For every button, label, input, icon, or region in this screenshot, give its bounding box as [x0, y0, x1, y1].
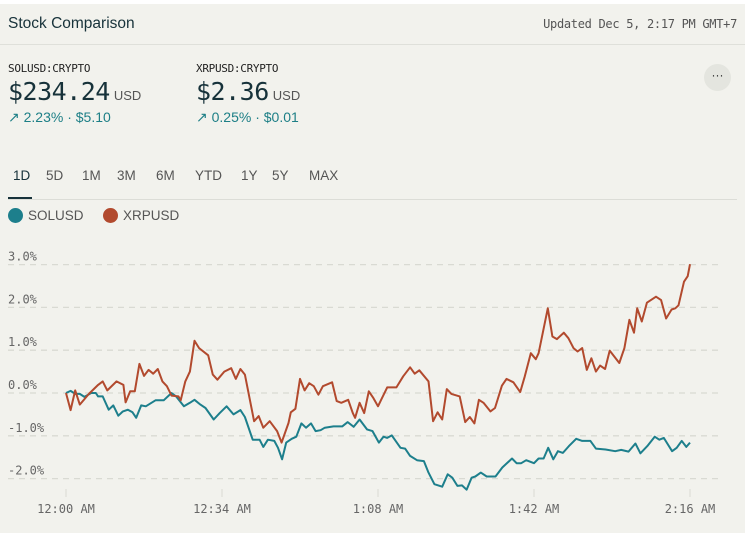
x-tick-label: 12:34 AM	[193, 502, 251, 516]
series-line-xrpusd	[65, 264, 691, 444]
x-tick-label: 1:08 AM	[353, 502, 404, 516]
updated-timestamp: Updated Dec 5, 2:17 PM GMT+7	[543, 17, 737, 31]
legend-dot-icon	[8, 208, 23, 223]
quote-solusd: SOLUSD:CRYPTO $234.24 USD ↗ 2.23% · $5.10	[8, 62, 141, 126]
page-title: Stock Comparison	[8, 15, 135, 32]
more-horizontal-icon: ···	[711, 68, 724, 82]
quote-symbol: XRPUSD:CRYPTO	[196, 62, 279, 75]
price-currency: USD	[272, 88, 301, 103]
more-options-button[interactable]: ···	[704, 64, 731, 91]
tab-5y[interactable]: 5Y	[272, 168, 289, 183]
tab-max[interactable]: MAX	[309, 168, 339, 183]
quote-xrpusd: XRPUSD:CRYPTO $2.36 USD ↗ 0.25% · $0.01	[196, 62, 300, 126]
quote-symbol: SOLUSD:CRYPTO	[8, 62, 91, 75]
x-tick-label: 1:42 AM	[509, 502, 560, 516]
quote-change: ↗ 2.23% · $5.10	[8, 109, 111, 125]
y-tick-label: 3.0%	[8, 250, 38, 264]
header: Stock Comparison Updated Dec 5, 2:17 PM …	[0, 4, 745, 45]
price-currency: USD	[113, 88, 142, 103]
legend-item-xrpusd[interactable]: XRPUSD	[103, 208, 179, 223]
tab-1d[interactable]: 1D	[13, 168, 31, 183]
x-tick-label: 12:00 AM	[37, 502, 95, 516]
quote-price: $2.36 USD	[196, 77, 300, 106]
y-tick-label: -2.0%	[8, 464, 45, 478]
tab-1y[interactable]: 1Y	[241, 168, 258, 183]
y-tick-label: 1.0%	[8, 335, 38, 349]
y-tick-label: 2.0%	[8, 292, 38, 306]
tab-5d[interactable]: 5D	[46, 168, 64, 183]
legend-item-solusd[interactable]: SOLUSD	[8, 208, 84, 223]
tab-1m[interactable]: 1M	[82, 168, 101, 183]
legend-label: SOLUSD	[28, 208, 84, 223]
legend-dot-icon	[103, 208, 118, 223]
range-tabs: 1D 5D 1M 3M 6M YTD 1Y 5Y MAX	[0, 165, 745, 200]
series-line-solusd	[65, 389, 691, 491]
x-tick-label: 2:16 AM	[665, 502, 716, 516]
price-value: $2.36	[196, 77, 269, 106]
top-strip	[0, 0, 745, 4]
y-tick-label: -1.0%	[8, 421, 45, 435]
price-value: $234.24	[8, 77, 110, 106]
quote-price: $234.24 USD	[8, 77, 141, 106]
quote-change: ↗ 0.25% · $0.01	[196, 109, 299, 125]
y-tick-label: 0.0%	[8, 378, 38, 392]
active-tab-indicator	[8, 197, 32, 200]
legend-label: XRPUSD	[123, 208, 180, 223]
tab-ytd[interactable]: YTD	[195, 168, 222, 183]
tab-3m[interactable]: 3M	[117, 168, 136, 183]
tab-6m[interactable]: 6M	[156, 168, 175, 183]
tabs-divider	[8, 199, 737, 200]
